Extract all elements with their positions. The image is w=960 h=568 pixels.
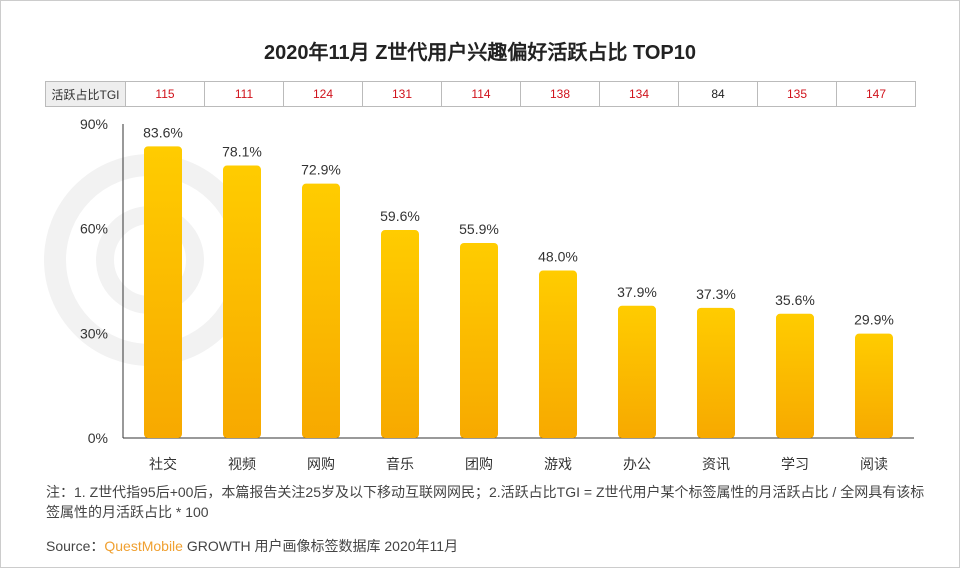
tgi-cell: 135 [757, 81, 837, 107]
bar [381, 230, 419, 438]
bar [302, 183, 340, 438]
bar [776, 313, 814, 438]
y-tick-label: 90% [80, 116, 108, 132]
y-tick-label: 0% [88, 430, 108, 446]
data-label: 35.6% [775, 292, 815, 308]
footnote: 注：1. Z世代指95后+00后，本篇报告关注25岁及以下移动互联网网民；2.活… [46, 484, 925, 520]
tgi-table: 活跃占比TGI 115 111 124 131 114 138 134 84 135 147 [45, 81, 916, 107]
bar [460, 242, 498, 438]
chart-title: 2020年11月 Z世代用户兴趣偏好活跃占比 TOP10 [264, 42, 696, 64]
data-label: 83.6% [143, 124, 183, 140]
x-tick-label: 音乐 [386, 456, 414, 472]
tgi-cell: 111 [204, 81, 284, 107]
bar [855, 333, 893, 438]
x-tick-label: 资讯 [702, 456, 730, 472]
x-tick-label: 社交 [149, 456, 177, 472]
data-label: 59.6% [380, 208, 420, 224]
bar [618, 305, 656, 438]
x-tick-label: 办公 [623, 456, 651, 472]
data-label: 48.0% [538, 249, 578, 265]
x-tick-label: 学习 [781, 456, 809, 472]
data-label: 72.9% [301, 162, 341, 178]
bar [697, 307, 735, 438]
tgi-cell: 138 [520, 81, 600, 107]
tgi-cell: 134 [599, 81, 679, 107]
source-prefix: Source： [46, 538, 105, 554]
source-brand: QuestMobile [104, 538, 183, 554]
data-label: 37.9% [617, 284, 657, 300]
source-rest: GROWTH 用户画像标签数据库 2020年11月 [182, 538, 459, 554]
data-label: 29.9% [854, 312, 894, 328]
tgi-label: 活跃占比TGI [45, 81, 126, 107]
data-label: 55.9% [459, 221, 499, 237]
data-label: 78.1% [222, 144, 262, 160]
y-tick-label: 30% [80, 325, 108, 341]
bar [223, 165, 261, 439]
x-tick-label: 游戏 [544, 456, 572, 472]
bar [144, 146, 182, 438]
x-tick-label: 团购 [465, 456, 493, 472]
bar [539, 270, 577, 438]
y-tick-label: 60% [80, 221, 108, 237]
x-tick-label: 阅读 [860, 456, 888, 472]
x-tick-label: 视频 [228, 456, 256, 472]
tgi-cell: 84 [678, 81, 758, 107]
x-tick-label: 网购 [307, 456, 335, 472]
source-line: Source：QuestMobile GROWTH 用户画像标签数据库 2020… [46, 536, 458, 556]
tgi-cell: 147 [836, 81, 916, 107]
tgi-cell: 114 [441, 81, 521, 107]
data-label: 37.3% [696, 286, 736, 302]
